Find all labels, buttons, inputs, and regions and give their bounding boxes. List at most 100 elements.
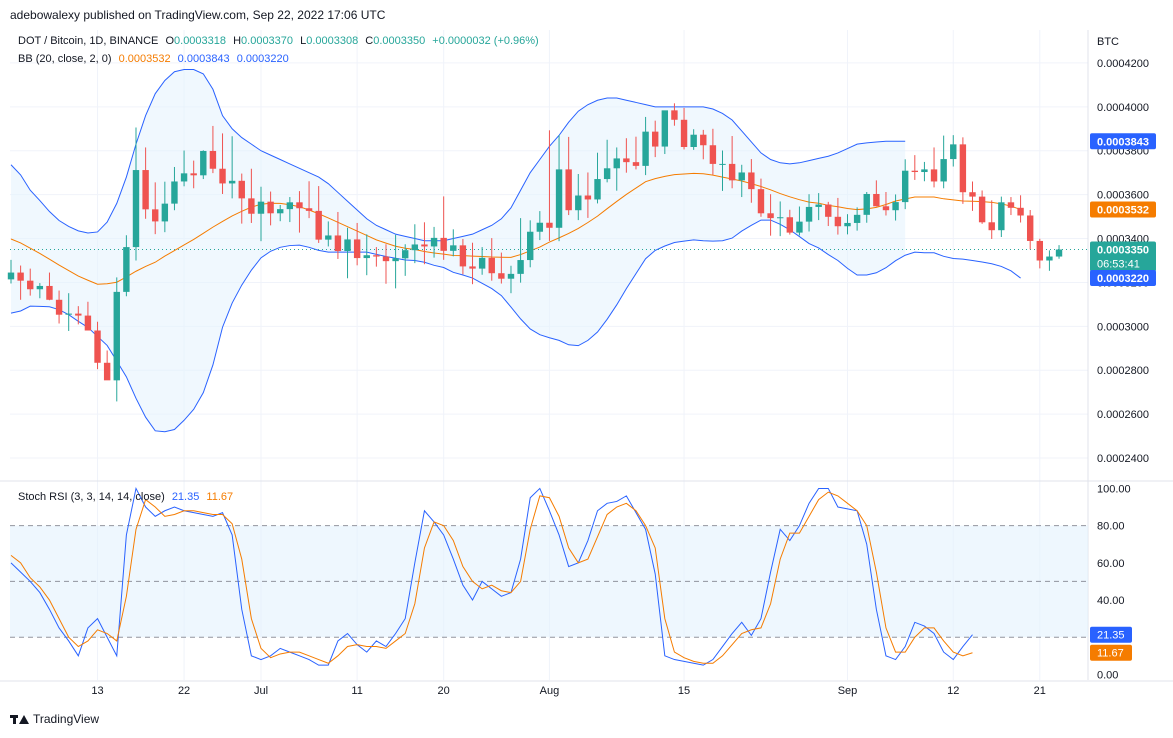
candle — [613, 147, 620, 191]
candle-body — [796, 221, 803, 233]
candle-body — [575, 195, 582, 211]
price-tick-label: 0.0004200 — [1097, 58, 1149, 70]
candle — [103, 350, 111, 381]
candle-body — [257, 201, 265, 214]
stoch-tick-label: 60.00 — [1097, 558, 1125, 570]
time-tick-label: Sep — [838, 685, 858, 697]
candle-body — [536, 222, 544, 232]
stoch-title[interactable]: Stoch RSI (3, 3, 14, 14, close) — [18, 491, 165, 503]
candle — [565, 136, 572, 216]
candle-body — [738, 172, 745, 181]
candle-body — [171, 181, 178, 204]
candle — [921, 161, 928, 182]
candle-body — [777, 217, 784, 219]
candle-body — [594, 179, 601, 200]
candle-body — [478, 257, 486, 269]
candle-body — [709, 145, 717, 164]
bb-title[interactable]: BB (20, close, 2, 0) — [18, 53, 112, 65]
candle-body — [27, 280, 34, 290]
candle — [55, 290, 63, 324]
time-tick-label: 12 — [947, 685, 959, 697]
candle-body — [228, 180, 236, 184]
candle-body — [55, 299, 63, 315]
candle-body — [123, 247, 130, 292]
candle-body — [103, 362, 111, 381]
candle-body — [911, 170, 919, 173]
candle-body — [728, 163, 736, 181]
low-label: L — [300, 35, 307, 47]
candle-body — [238, 180, 245, 199]
candle-body — [440, 237, 447, 251]
candle-body — [603, 168, 611, 180]
time-tick-label: 15 — [678, 685, 690, 697]
candle-body — [209, 150, 217, 169]
candle — [1007, 197, 1015, 216]
candle — [353, 222, 361, 266]
bb-legend: BB (20, close, 2, 0) 0.0003532 0.0003843… — [18, 53, 293, 65]
symbol-title[interactable]: DOT / Bitcoin, 1D, BINANCE — [18, 35, 159, 47]
footer-brand[interactable]: TradingView — [33, 712, 100, 726]
candle-body — [719, 163, 726, 165]
candle — [873, 180, 880, 207]
price-badge-bg — [1090, 201, 1156, 218]
candle — [238, 173, 245, 224]
price-badge-bg — [1090, 270, 1156, 287]
candle — [863, 192, 870, 223]
candle — [142, 147, 149, 219]
candle-body — [527, 231, 534, 261]
stoch-badge-bg — [1090, 626, 1132, 643]
candle-body — [430, 237, 438, 247]
candle-body — [315, 210, 322, 240]
high-label: H — [233, 35, 242, 47]
bb-basis-line — [10, 172, 1021, 285]
candle-body — [1007, 202, 1015, 208]
candle — [200, 150, 207, 180]
price-badge-text: 0.0003532 — [1097, 205, 1149, 217]
candle-body — [75, 313, 82, 316]
candle — [632, 136, 640, 170]
candle — [27, 268, 34, 296]
close-label: C — [365, 35, 374, 47]
candle-body — [652, 131, 659, 147]
candle-body — [969, 192, 976, 197]
time-tick-label: 21 — [1034, 685, 1046, 697]
candle — [402, 244, 409, 276]
candle — [286, 197, 294, 223]
candle-body — [325, 235, 332, 240]
candle-body — [546, 222, 553, 228]
candle-body — [7, 272, 15, 280]
candle — [536, 211, 544, 241]
candle — [527, 220, 534, 268]
candle — [930, 147, 938, 188]
candle-body — [978, 196, 986, 223]
stoch-tick-label: 100.00 — [1097, 483, 1131, 495]
candle — [219, 133, 226, 194]
candle — [652, 120, 659, 158]
candle — [575, 174, 582, 221]
candle — [1026, 210, 1034, 250]
candle — [161, 181, 169, 233]
candle-body — [767, 213, 774, 219]
price-badge-text: 0.0003350 — [1097, 245, 1149, 257]
candle — [661, 110, 669, 155]
candle — [450, 229, 457, 257]
candle — [757, 178, 765, 217]
candle-body — [180, 173, 188, 182]
price-tick-label: 0.0004000 — [1097, 102, 1149, 114]
candle — [796, 206, 803, 236]
candle — [825, 201, 832, 227]
candle-body — [863, 193, 870, 215]
stoch-band-fill — [10, 525, 1088, 638]
low-value: 0.0003308 — [306, 35, 359, 47]
candle — [700, 129, 707, 160]
candle — [277, 204, 284, 222]
chart-area[interactable]: BTC 0.0002400 0.0002600 0.0002800 0.0003000 0… — [0, 30, 1173, 706]
candle — [325, 221, 332, 247]
candle-body — [825, 204, 832, 217]
candle-body — [469, 266, 476, 269]
candle — [998, 196, 1005, 237]
open-label: O — [165, 35, 175, 47]
candle-body — [844, 222, 851, 227]
candle — [440, 196, 447, 260]
candle-body — [642, 131, 649, 166]
